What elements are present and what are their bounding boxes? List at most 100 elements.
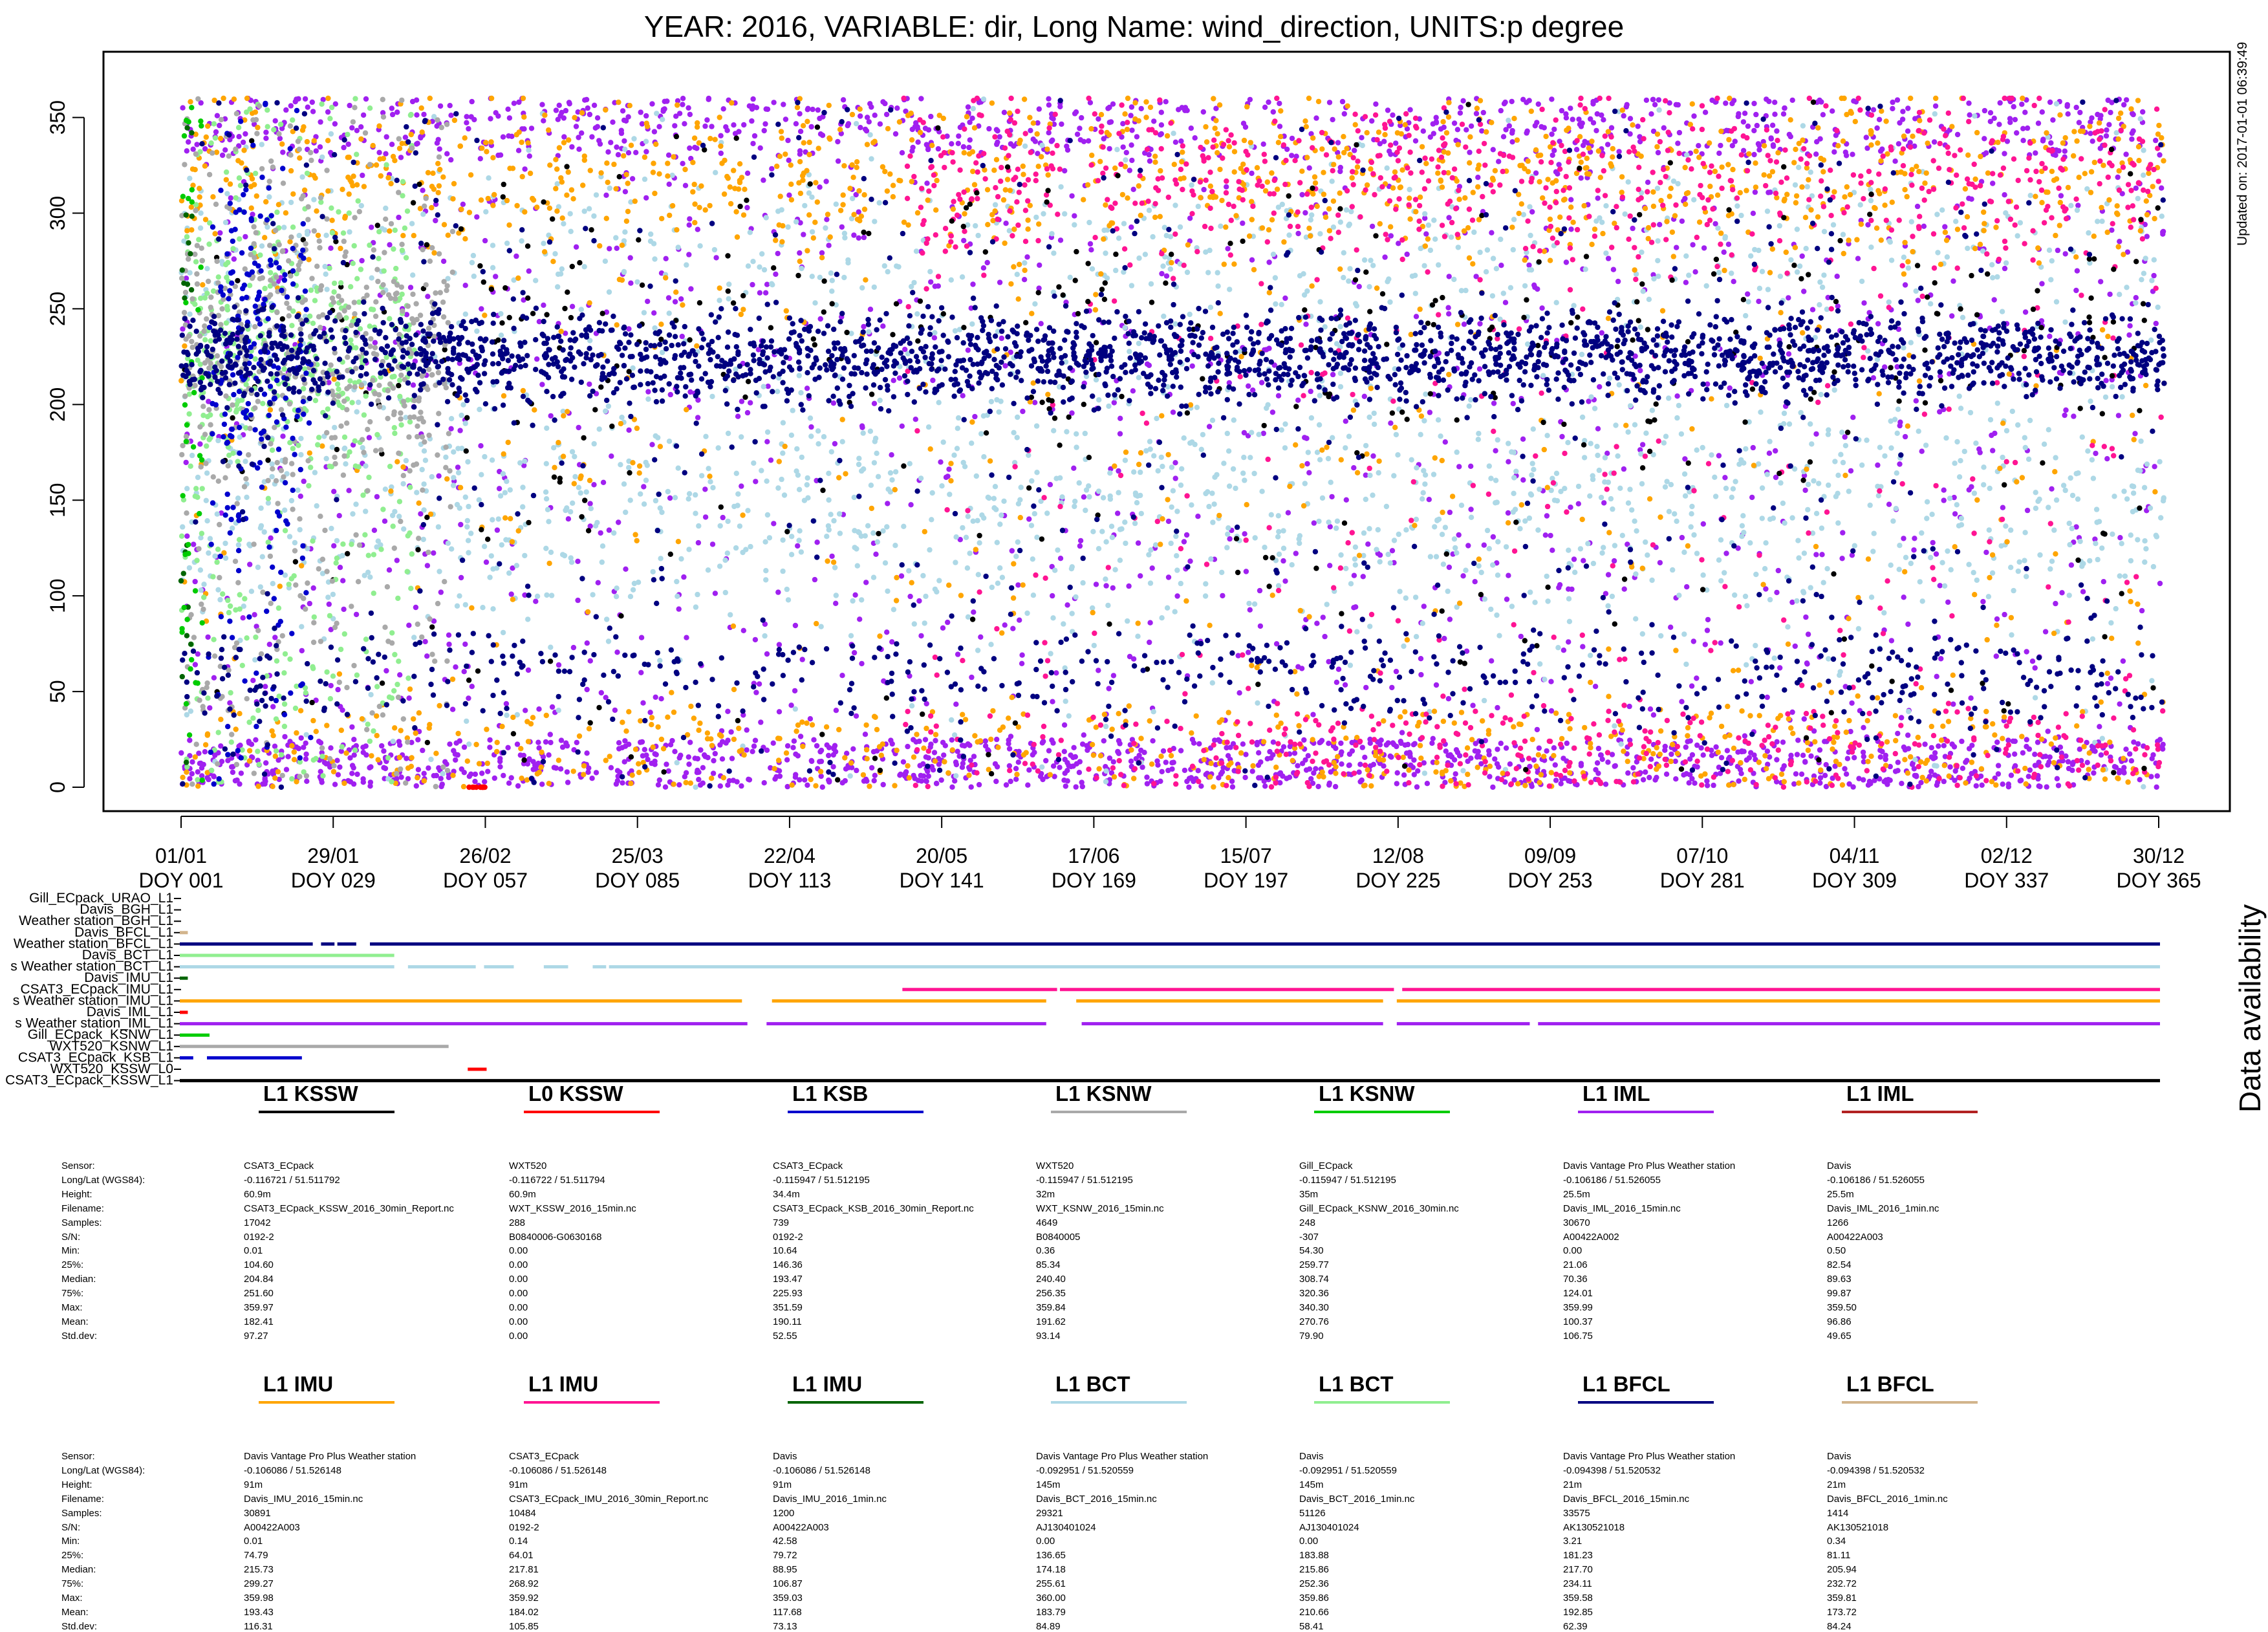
scatter-point [1861, 777, 1866, 783]
scatter-point [214, 511, 220, 517]
scatter-point [963, 534, 969, 540]
scatter-point [1863, 135, 1869, 140]
scatter-point [609, 453, 614, 459]
scatter-point [396, 214, 402, 221]
scatter-point [1723, 402, 1730, 409]
scatter-point [1953, 219, 1959, 224]
scatter-point [455, 470, 462, 475]
scatter-point [799, 265, 805, 272]
scatter-point [1980, 598, 1986, 605]
scatter-point [2122, 573, 2128, 579]
scatter-point [1454, 127, 1461, 133]
scatter-point [1855, 626, 1862, 632]
scatter-point [2107, 291, 2113, 298]
scatter-point [1495, 572, 1501, 578]
scatter-point [548, 413, 554, 419]
scatter-point [1451, 536, 1458, 542]
scatter-point [464, 120, 470, 125]
scatter-point [817, 759, 823, 765]
scatter-point [775, 208, 781, 214]
scatter-point [1063, 783, 1069, 789]
scatter-point [2069, 767, 2075, 774]
scatter-point [722, 589, 729, 596]
scatter-point [587, 381, 592, 387]
scatter-point [1844, 756, 1851, 761]
scatter-point [324, 287, 330, 292]
scatter-point [997, 565, 1003, 571]
scatter-point [2115, 413, 2122, 419]
scatter-point [1979, 782, 1985, 789]
scatter-point [1302, 210, 1308, 216]
scatter-point [1548, 708, 1555, 714]
scatter-point [1383, 503, 1390, 510]
scatter-point [614, 585, 620, 591]
scatter-point [1765, 761, 1771, 767]
scatter-point [1391, 538, 1398, 543]
scatter-point [243, 459, 248, 464]
scatter-point [487, 745, 493, 750]
scatter-point [328, 627, 334, 633]
scatter-point [1535, 286, 1540, 292]
scatter-point [1142, 252, 1149, 257]
scatter-point [351, 737, 357, 743]
scatter-point [819, 784, 826, 790]
scatter-point [1604, 450, 1610, 456]
scatter-point [610, 119, 616, 125]
scatter-point [2005, 737, 2011, 743]
scatter-point [861, 778, 867, 784]
scatter-point [1662, 484, 1669, 490]
scatter-point [1581, 558, 1586, 563]
scatter-point [1081, 732, 1087, 738]
scatter-point [1049, 231, 1055, 237]
scatter-point [1451, 120, 1458, 126]
scatter-point [186, 139, 191, 145]
scatter-point [187, 311, 193, 317]
scatter-point [829, 277, 836, 283]
scatter-point [1433, 554, 1440, 560]
scatter-point [2149, 678, 2155, 684]
scatter-point [2074, 268, 2080, 274]
scatter-point [2128, 558, 2134, 564]
scatter-point [796, 373, 803, 378]
scatter-point [280, 149, 286, 155]
scatter-point [1793, 771, 1799, 777]
scatter-point [534, 356, 540, 362]
scatter-point [2047, 333, 2053, 340]
scatter-point [2008, 772, 2014, 778]
scatter-point [2069, 525, 2075, 532]
scatter-point [789, 534, 795, 539]
scatter-point [819, 250, 825, 256]
scatter-point [1595, 195, 1601, 201]
scatter-point [1794, 226, 1800, 232]
scatter-point [971, 609, 977, 615]
scatter-point [1158, 131, 1165, 137]
scatter-point [1794, 598, 1800, 604]
scatter-point [623, 509, 629, 516]
scatter-point [1435, 417, 1442, 423]
scatter-point [1072, 754, 1079, 760]
scatter-point [2153, 320, 2159, 327]
scatter-point [1356, 769, 1362, 775]
scatter-point [1856, 776, 1862, 781]
scatter-point [1804, 184, 1810, 190]
scatter-point [823, 225, 828, 231]
scatter-point [1588, 116, 1593, 122]
scatter-point [1352, 562, 1358, 568]
scatter-point [1370, 453, 1376, 459]
scatter-point [1599, 756, 1605, 763]
scatter-point [1511, 217, 1517, 223]
scatter-point [1914, 203, 1921, 210]
scatter-point [309, 99, 315, 105]
scatter-point [1865, 222, 1871, 228]
scatter-point [1155, 468, 1161, 474]
scatter-point [1433, 682, 1440, 688]
scatter-point [1662, 743, 1668, 750]
scatter-point [429, 473, 435, 480]
scatter-point [2022, 109, 2028, 115]
scatter-point [1995, 763, 2002, 768]
scatter-point [508, 775, 514, 781]
scatter-point [1629, 507, 1635, 513]
scatter-point [445, 540, 451, 546]
scatter-point [1735, 113, 1741, 120]
scatter-point [1824, 566, 1830, 572]
